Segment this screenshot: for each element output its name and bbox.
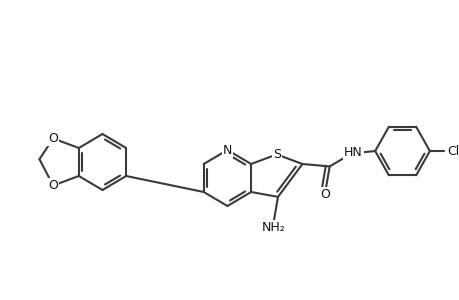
- Text: O: O: [48, 179, 58, 192]
- Text: HN: HN: [343, 146, 362, 159]
- Text: S: S: [272, 148, 280, 161]
- Text: NH₂: NH₂: [261, 221, 285, 234]
- Text: O: O: [319, 188, 329, 200]
- Text: O: O: [48, 132, 58, 145]
- Text: Cl: Cl: [447, 145, 459, 158]
- Text: N: N: [222, 143, 232, 157]
